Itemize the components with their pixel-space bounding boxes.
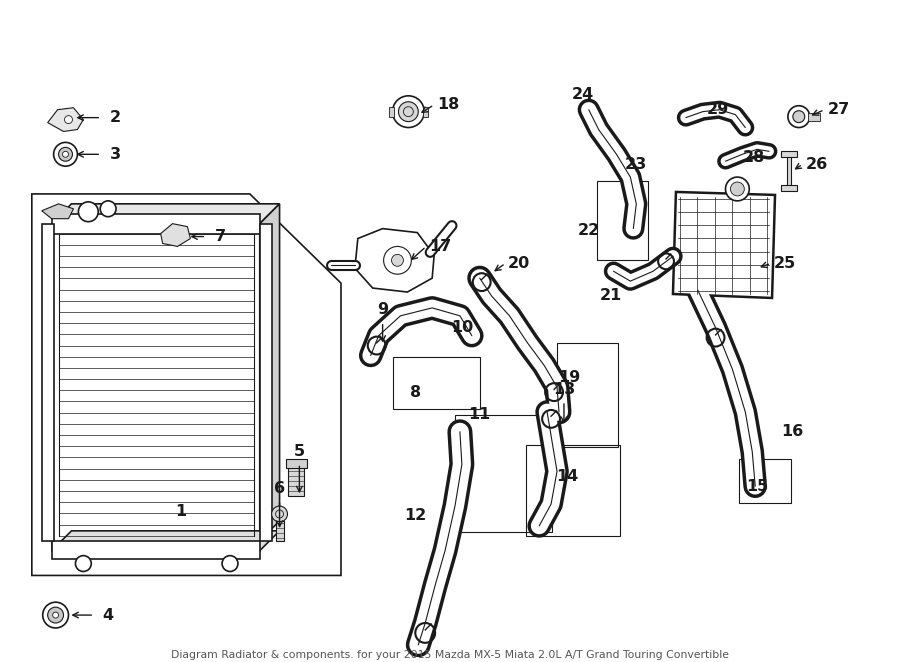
Polygon shape: [51, 531, 280, 551]
Bar: [597, 181, 648, 260]
Text: 28: 28: [743, 150, 765, 165]
Bar: [787, 154, 791, 189]
Polygon shape: [355, 228, 434, 292]
Circle shape: [100, 201, 116, 216]
Text: 9: 9: [377, 303, 388, 317]
Text: 19: 19: [558, 370, 580, 385]
Bar: [781, 152, 797, 158]
Polygon shape: [160, 224, 191, 246]
Text: 7: 7: [214, 229, 226, 244]
Bar: [285, 459, 307, 469]
Bar: [423, 107, 428, 117]
Text: 11: 11: [469, 407, 491, 422]
Bar: [260, 224, 272, 541]
Bar: [781, 185, 797, 191]
Circle shape: [54, 142, 77, 166]
Circle shape: [731, 182, 744, 196]
Circle shape: [65, 116, 73, 124]
Polygon shape: [260, 204, 280, 541]
Bar: [526, 445, 620, 536]
Bar: [289, 467, 304, 496]
Bar: [41, 224, 54, 541]
Circle shape: [392, 96, 424, 128]
Text: 27: 27: [827, 102, 850, 117]
Circle shape: [793, 111, 805, 122]
Polygon shape: [48, 108, 84, 132]
Text: 23: 23: [626, 157, 647, 171]
Bar: [392, 357, 480, 409]
Text: 26: 26: [806, 157, 828, 171]
Circle shape: [52, 612, 58, 618]
Bar: [557, 342, 618, 447]
Text: 2: 2: [110, 110, 121, 125]
Bar: [389, 107, 393, 117]
Polygon shape: [51, 224, 260, 551]
Circle shape: [62, 152, 68, 158]
Text: 6: 6: [274, 481, 285, 496]
Text: 16: 16: [780, 424, 803, 440]
Text: 22: 22: [578, 223, 600, 238]
Text: 5: 5: [293, 444, 305, 459]
Bar: [275, 521, 284, 541]
Text: 15: 15: [746, 479, 769, 494]
Polygon shape: [51, 204, 280, 224]
Polygon shape: [41, 204, 74, 218]
Text: 4: 4: [103, 608, 113, 622]
Circle shape: [48, 607, 64, 623]
Text: 8: 8: [410, 385, 421, 400]
Circle shape: [725, 177, 750, 201]
Circle shape: [272, 506, 287, 522]
Text: 12: 12: [404, 508, 427, 524]
Circle shape: [78, 202, 98, 222]
Text: 10: 10: [451, 320, 473, 335]
Text: Diagram Radiator & components. for your 2015 Mazda MX-5 Miata 2.0L A/T Grand Tou: Diagram Radiator & components. for your …: [171, 650, 729, 660]
Bar: [740, 459, 791, 503]
Text: 18: 18: [436, 97, 459, 113]
Circle shape: [42, 602, 68, 628]
Circle shape: [788, 106, 810, 128]
Bar: [51, 541, 260, 559]
Text: 13: 13: [553, 381, 575, 397]
Circle shape: [76, 555, 91, 571]
Text: 14: 14: [556, 469, 578, 484]
Text: 25: 25: [774, 256, 796, 271]
Text: 17: 17: [429, 239, 451, 254]
Bar: [51, 214, 260, 234]
Text: 21: 21: [599, 289, 622, 303]
Circle shape: [222, 555, 238, 571]
Text: 24: 24: [572, 87, 594, 103]
Polygon shape: [673, 192, 775, 298]
Circle shape: [399, 102, 418, 122]
Text: 1: 1: [175, 504, 186, 518]
Text: 20: 20: [508, 256, 530, 271]
Bar: [455, 415, 552, 532]
Bar: [807, 113, 820, 120]
Circle shape: [58, 148, 73, 162]
Text: 3: 3: [110, 147, 121, 162]
Text: 29: 29: [706, 102, 729, 117]
Circle shape: [392, 254, 403, 266]
